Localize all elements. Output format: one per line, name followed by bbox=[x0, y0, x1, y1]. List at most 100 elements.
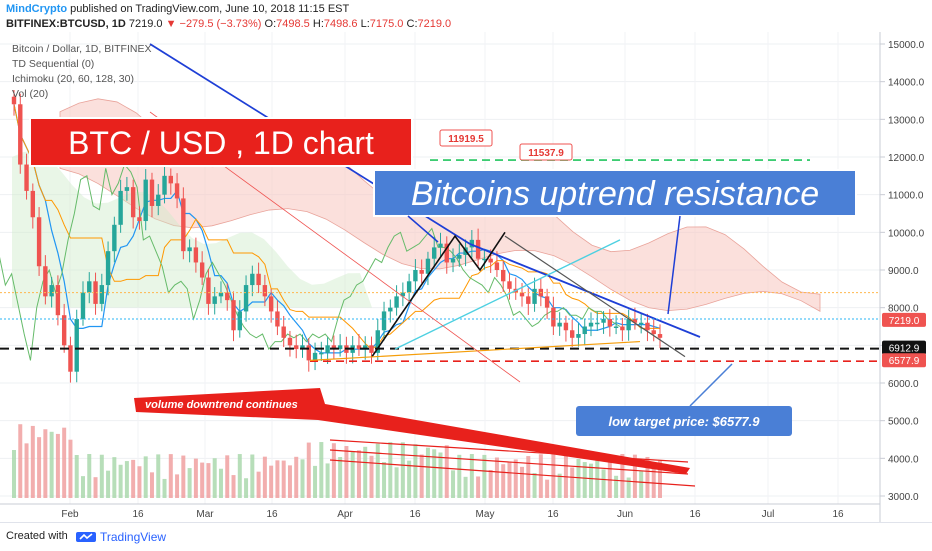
candle-body bbox=[607, 318, 613, 327]
price-axis[interactable]: 15000.0 14000.0 13000.0 12000.0 11000.0 10000… bbox=[880, 40, 925, 503]
candle-body bbox=[212, 296, 217, 304]
time-axis[interactable]: Feb 16 Mar 16 Apr 16 May 16 Jun 16 Jul 16 bbox=[61, 509, 844, 520]
x-tick-label: Mar bbox=[196, 509, 214, 520]
volume-bar bbox=[601, 469, 606, 498]
candle-body bbox=[569, 330, 575, 338]
volume-bar bbox=[369, 455, 374, 498]
resistance-text: Bitcoins uptrend resistance bbox=[411, 175, 819, 213]
volume-bar bbox=[651, 465, 656, 498]
candle-body bbox=[287, 337, 293, 346]
candle-body bbox=[281, 326, 286, 338]
volume-bar bbox=[112, 457, 117, 498]
candle-body bbox=[11, 96, 17, 105]
ohlc-close: 7219.0 bbox=[417, 18, 452, 30]
legend-indicator-ichimoku[interactable]: Ichimoku (20, 60, 128, 30) bbox=[12, 73, 134, 85]
volume-bar bbox=[513, 459, 518, 498]
candle-body bbox=[193, 247, 199, 263]
legend-indicator-td[interactable]: TD Sequential (0) bbox=[12, 58, 95, 70]
author-link[interactable]: MindCrypto bbox=[6, 3, 68, 15]
candle-body bbox=[413, 270, 418, 282]
tradingview-logo-icon[interactable] bbox=[76, 530, 96, 549]
volume-bar bbox=[350, 451, 355, 498]
candle-body bbox=[162, 175, 167, 195]
candle-body bbox=[388, 307, 393, 312]
volume-bar bbox=[149, 472, 154, 498]
volume-bar bbox=[639, 470, 644, 498]
ohlc-l-label: L: bbox=[360, 18, 370, 30]
volume-trend-line-3 bbox=[329, 459, 696, 487]
volume-bar bbox=[37, 437, 42, 498]
candle-body bbox=[105, 251, 111, 286]
candle-body bbox=[519, 292, 525, 297]
candle-body bbox=[93, 281, 98, 304]
volume-bar bbox=[193, 458, 198, 498]
candle-body bbox=[595, 322, 600, 325]
volume-bar bbox=[457, 454, 462, 498]
candle-body bbox=[475, 239, 481, 259]
volume-bar bbox=[338, 457, 343, 498]
volume-bar bbox=[626, 477, 631, 498]
candle-body bbox=[231, 300, 236, 331]
volume-bar bbox=[93, 477, 98, 498]
ohlc-h-label: H: bbox=[312, 18, 324, 30]
price-chart[interactable]: volume downtrend continues BTC / USD , 1D… bbox=[0, 32, 932, 522]
tradingview-link[interactable]: TradingView bbox=[100, 530, 167, 544]
price-tag-level_b bbox=[882, 353, 926, 368]
candle-body bbox=[381, 311, 387, 331]
candle-body bbox=[49, 285, 54, 297]
volume-bar bbox=[131, 459, 136, 498]
candle-body bbox=[124, 187, 130, 191]
candle-body bbox=[312, 352, 318, 361]
candle-body bbox=[632, 318, 638, 323]
candle-body bbox=[613, 326, 619, 328]
title-box bbox=[29, 117, 413, 167]
volume-bar bbox=[137, 466, 142, 498]
volume-bar bbox=[18, 424, 23, 498]
candle-body bbox=[444, 243, 449, 263]
volume-bar bbox=[451, 470, 456, 498]
candle-body bbox=[112, 224, 117, 252]
volume-bar bbox=[482, 454, 487, 498]
resistance-box bbox=[373, 169, 857, 217]
target-pointer bbox=[689, 363, 733, 407]
volume-bar bbox=[557, 473, 562, 498]
candle-body bbox=[68, 345, 73, 372]
lagging-line bbox=[0, 163, 621, 361]
volume-bar bbox=[614, 475, 619, 498]
volume-bar bbox=[300, 459, 305, 498]
candle-body bbox=[187, 247, 192, 252]
candle-body bbox=[24, 164, 29, 191]
candle-body bbox=[526, 296, 531, 304]
candle-body bbox=[394, 296, 399, 308]
candle-body bbox=[544, 296, 550, 308]
volume-bar bbox=[124, 461, 129, 498]
volume-bar bbox=[62, 427, 67, 498]
volume-bar bbox=[43, 429, 48, 498]
candle-body bbox=[74, 318, 79, 372]
candle-body bbox=[250, 273, 255, 286]
candle-body bbox=[319, 352, 324, 355]
volume-bar bbox=[12, 450, 16, 498]
publish-text: published on TradingView.com, June 10, 2… bbox=[70, 3, 350, 15]
price-tag-level_a-text: 6912.9 bbox=[889, 344, 920, 355]
legend-indicator-vol[interactable]: Vol (20) bbox=[12, 88, 49, 100]
down-arrow-icon: ▼ bbox=[165, 18, 177, 30]
volume-bar bbox=[294, 456, 299, 498]
volume-bar bbox=[507, 461, 512, 498]
volume-bar bbox=[269, 465, 274, 498]
candle-body bbox=[645, 322, 650, 331]
x-tick-label: 16 bbox=[266, 509, 278, 520]
volume-bar bbox=[356, 450, 361, 498]
candle-body bbox=[143, 179, 148, 222]
candle-body bbox=[406, 281, 412, 293]
candle-body bbox=[369, 345, 374, 353]
cyan-trend-line bbox=[394, 239, 621, 350]
legend-title[interactable]: Bitcoin / Dollar, 1D, BITFINEX bbox=[12, 43, 152, 55]
candle-body bbox=[306, 345, 311, 361]
candle-body bbox=[130, 187, 136, 218]
volume-bar bbox=[212, 458, 217, 498]
ohlc-low: 7175.0 bbox=[369, 18, 404, 30]
x-tick-label: 16 bbox=[409, 509, 421, 520]
candle-body bbox=[626, 318, 631, 331]
